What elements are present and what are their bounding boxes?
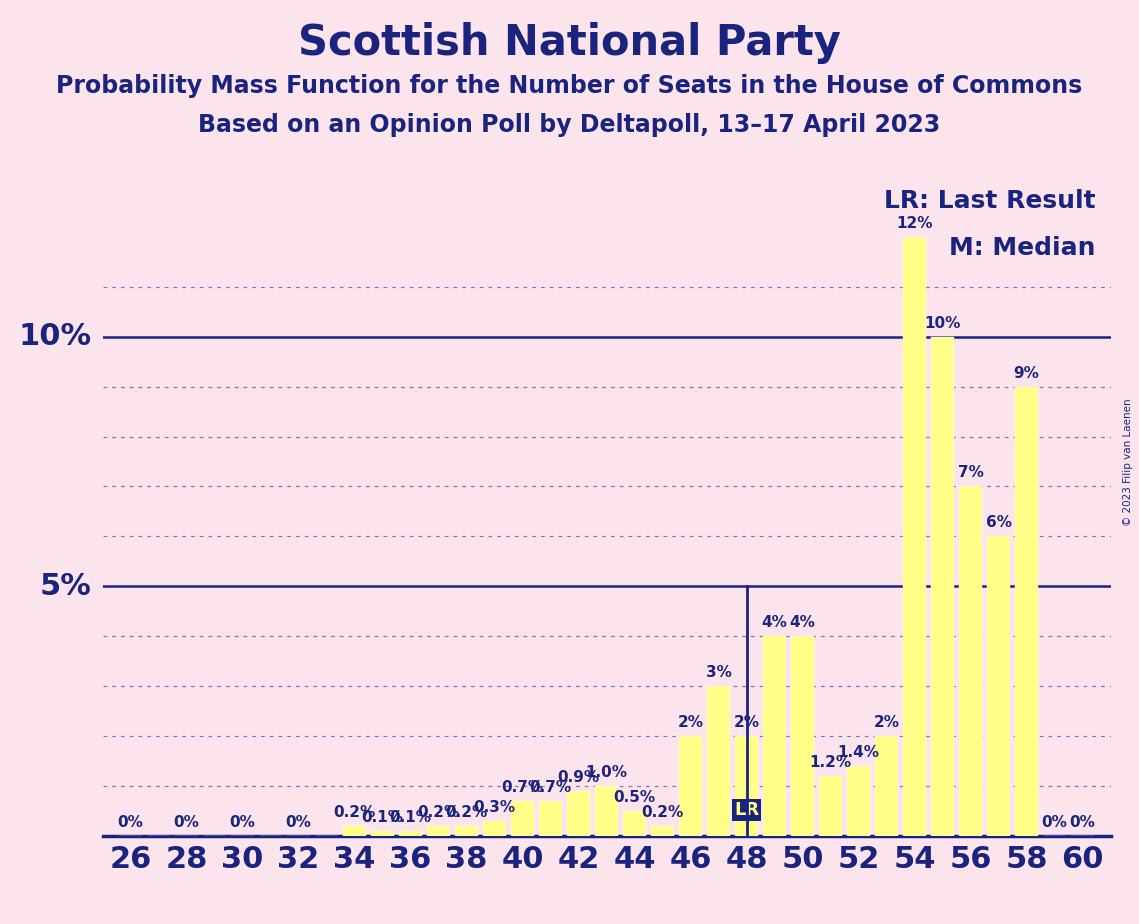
Bar: [370, 832, 394, 836]
Bar: [1015, 386, 1039, 836]
Text: 7%: 7%: [958, 466, 983, 480]
Text: 0.1%: 0.1%: [361, 810, 403, 825]
Text: 0%: 0%: [117, 815, 144, 831]
Text: 0%: 0%: [173, 815, 199, 831]
Text: 2%: 2%: [734, 715, 760, 730]
Text: 0.2%: 0.2%: [445, 805, 487, 821]
Text: 0.2%: 0.2%: [334, 805, 376, 821]
Bar: [510, 801, 534, 836]
Text: Based on an Opinion Poll by Deltapoll, 13–17 April 2023: Based on an Opinion Poll by Deltapoll, 1…: [198, 113, 941, 137]
Bar: [902, 237, 926, 836]
Text: 9%: 9%: [1014, 366, 1040, 381]
Text: 4%: 4%: [789, 615, 816, 630]
Bar: [399, 832, 423, 836]
Bar: [427, 826, 450, 836]
Text: 6%: 6%: [985, 516, 1011, 530]
Bar: [454, 826, 478, 836]
Text: 3%: 3%: [705, 665, 731, 680]
Text: 12%: 12%: [896, 215, 933, 231]
Text: 1.4%: 1.4%: [837, 746, 879, 760]
Bar: [650, 826, 674, 836]
Text: 0.9%: 0.9%: [557, 771, 599, 785]
Text: M: M: [876, 776, 896, 796]
Bar: [735, 736, 759, 836]
Bar: [343, 826, 367, 836]
Text: LR: LR: [734, 801, 759, 819]
Bar: [986, 537, 1010, 836]
Text: 10%: 10%: [18, 322, 91, 351]
Text: 0%: 0%: [286, 815, 311, 831]
Bar: [846, 766, 870, 836]
Text: © 2023 Filip van Laenen: © 2023 Filip van Laenen: [1123, 398, 1132, 526]
Text: M: Median: M: Median: [949, 236, 1096, 260]
Bar: [959, 486, 983, 836]
Text: 4%: 4%: [762, 615, 787, 630]
Text: Probability Mass Function for the Number of Seats in the House of Commons: Probability Mass Function for the Number…: [56, 74, 1083, 98]
Text: 0%: 0%: [1041, 815, 1067, 831]
Text: 0.5%: 0.5%: [614, 790, 656, 805]
Text: 0%: 0%: [1070, 815, 1096, 831]
Text: 0.2%: 0.2%: [641, 805, 683, 821]
Bar: [763, 637, 786, 836]
Text: 0%: 0%: [230, 815, 255, 831]
Text: 10%: 10%: [925, 316, 960, 331]
Text: 0.3%: 0.3%: [474, 800, 516, 815]
Bar: [706, 687, 730, 836]
Text: 0.2%: 0.2%: [417, 805, 460, 821]
Bar: [566, 791, 590, 836]
Bar: [483, 821, 507, 836]
Bar: [931, 336, 954, 836]
Bar: [679, 736, 703, 836]
Text: 5%: 5%: [40, 572, 91, 601]
Text: 1.0%: 1.0%: [585, 765, 628, 780]
Text: 0.7%: 0.7%: [530, 780, 572, 796]
Text: Scottish National Party: Scottish National Party: [298, 22, 841, 64]
Text: 0.1%: 0.1%: [390, 810, 432, 825]
Text: 0.7%: 0.7%: [501, 780, 543, 796]
Text: 2%: 2%: [678, 715, 704, 730]
Bar: [623, 811, 647, 836]
Bar: [790, 637, 814, 836]
Text: 1.2%: 1.2%: [810, 755, 852, 771]
Bar: [819, 776, 843, 836]
Bar: [595, 786, 618, 836]
Text: LR: Last Result: LR: Last Result: [884, 188, 1096, 213]
Text: 2%: 2%: [874, 715, 900, 730]
Bar: [875, 736, 899, 836]
Bar: [539, 801, 563, 836]
